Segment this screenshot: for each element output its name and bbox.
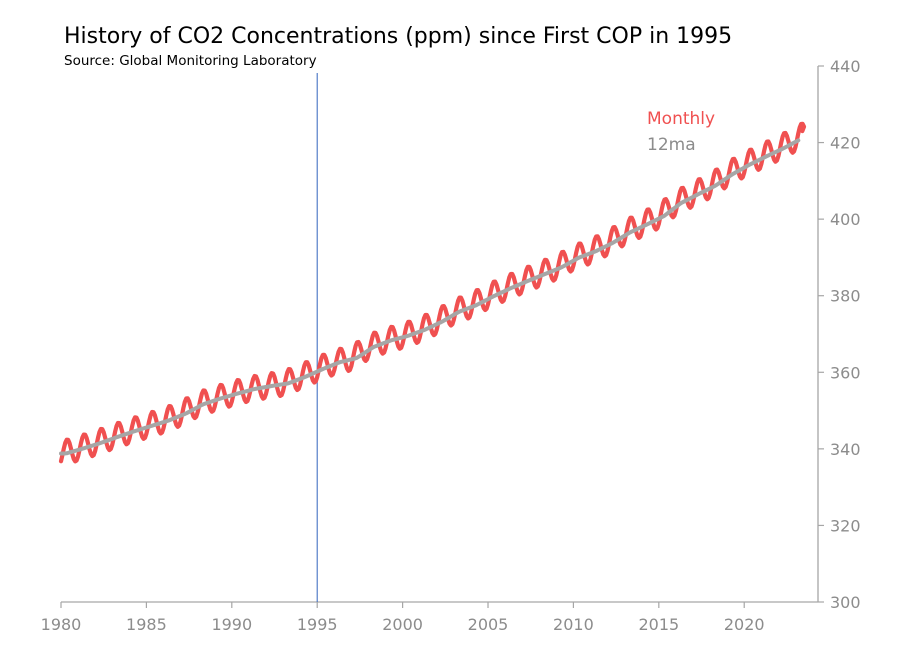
y-tick-label: 360: [830, 363, 861, 382]
chart-subtitle: Source: Global Monitoring Laboratory: [64, 53, 317, 69]
x-tick-label: 1985: [126, 615, 167, 634]
axes-group: 1980 1985 1990 1995 2000 2005 2010 2015 2020 300 3…: [41, 57, 861, 634]
chart-title: History of CO2 Concentrations (ppm) sinc…: [64, 24, 733, 49]
x-tick-label: 2010: [553, 615, 594, 634]
series-line-12ma: [59, 138, 801, 456]
x-tick-label: 2015: [638, 615, 679, 634]
series-line-monthly: [58, 121, 807, 464]
x-tick-label: 2020: [724, 615, 765, 634]
x-tick-label: 1980: [41, 615, 82, 634]
x-tick-label: 2005: [468, 615, 509, 634]
legend-label-monthly: Monthly: [647, 109, 715, 129]
y-tick-label: 380: [830, 287, 861, 306]
x-tick-label: 2000: [382, 615, 423, 634]
legend-group: Monthly 12ma: [647, 109, 715, 155]
series-group: [58, 121, 807, 464]
y-tick-label: 400: [830, 210, 861, 229]
y-tick-label: 340: [830, 440, 861, 459]
x-tick-label: 1990: [211, 615, 252, 634]
y-tick-label: 420: [830, 134, 861, 153]
y-tick-label: 320: [830, 516, 861, 535]
y-tick-label: 300: [830, 593, 861, 612]
y-tick-label: 440: [830, 57, 861, 76]
x-tick-label: 1995: [297, 615, 338, 634]
legend-label-12ma: 12ma: [647, 135, 696, 155]
